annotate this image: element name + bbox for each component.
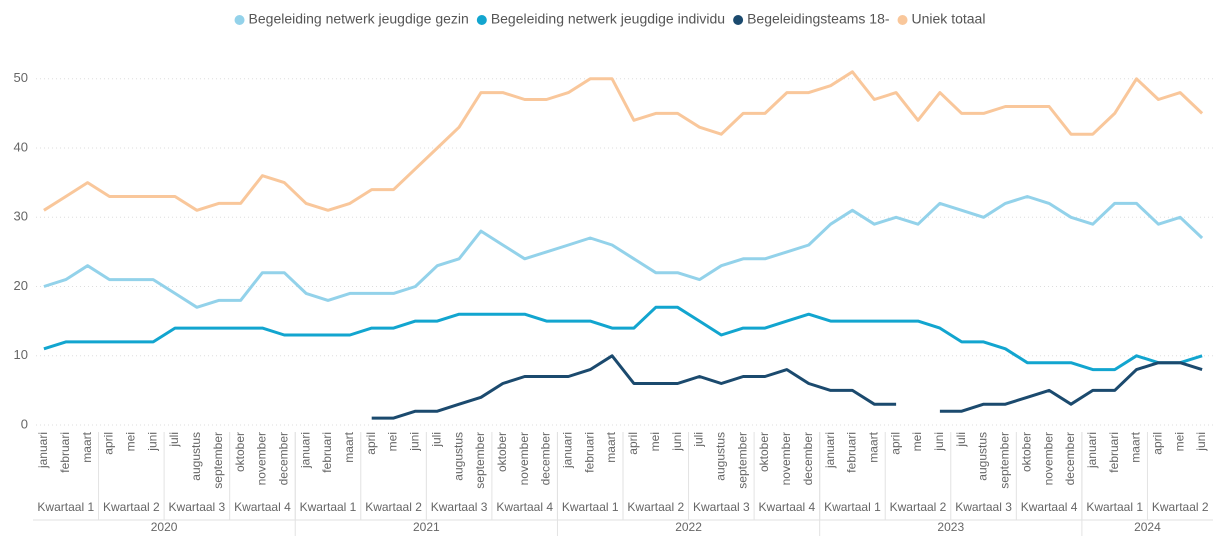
y-tick-label: 10 [14, 347, 28, 362]
x-tick-label: augustus [189, 432, 203, 481]
legend-label: Begeleiding netwerk jeugdige individu [491, 11, 725, 27]
quarters-label: Kwartaal 1 [824, 500, 881, 514]
x-tick-label: juli [429, 432, 443, 448]
x-tick-label: juni [145, 432, 159, 452]
x-tick-label: mei [386, 432, 400, 451]
y-tick-label: 20 [14, 278, 28, 293]
x-tick-label: juni [670, 432, 684, 452]
x-tick-label: januari [823, 432, 837, 469]
x-tick-label: november [1041, 432, 1055, 485]
legend-label: Begeleidingsteams 18- [747, 11, 890, 27]
x-tick-label: oktober [495, 432, 509, 472]
x-tick-label: maart [1129, 431, 1143, 462]
x-tick-label: augustus [451, 432, 465, 481]
quarters-label: Kwartaal 3 [169, 500, 226, 514]
x-tick-label: mei [1172, 432, 1186, 451]
x-tick-label: januari [36, 432, 50, 469]
quarters-label: Kwartaal 2 [890, 500, 947, 514]
quarters-label: Kwartaal 3 [955, 500, 1012, 514]
x-tick-label: februari [845, 432, 859, 473]
x-tick-label: december [276, 432, 290, 485]
x-tick-label: juli [954, 432, 968, 448]
quarters-label: Kwartaal 1 [1086, 500, 1143, 514]
y-tick-label: 40 [14, 139, 28, 154]
series-line [43, 195, 1204, 309]
x-tick-label: mei [910, 432, 924, 451]
x-tick-label: maart [604, 431, 618, 462]
quarters-label: Kwartaal 2 [1152, 500, 1209, 514]
x-tick-label: oktober [1019, 432, 1033, 472]
quarters-label: Kwartaal 4 [234, 500, 291, 514]
x-tick-label: december [801, 432, 815, 485]
x-tick-label: september [998, 432, 1012, 489]
x-tick-label: februari [1107, 432, 1121, 473]
x-tick-label: december [539, 432, 553, 485]
legend-label: Uniek totaal [912, 11, 986, 27]
legend-marker [897, 15, 908, 25]
x-tick-label: januari [1085, 432, 1099, 469]
x-tick-label: oktober [757, 432, 771, 472]
series-line [371, 354, 1203, 420]
x-tick-label: april [364, 432, 378, 455]
legend-label: Begeleiding netwerk jeugdige gezin [249, 11, 469, 27]
x-tick-label: december [1063, 432, 1077, 485]
y-tick-label: 30 [14, 209, 28, 224]
quarters-label: Kwartaal 3 [693, 500, 750, 514]
x-tick-label: januari [298, 432, 312, 469]
series-line [43, 70, 1204, 212]
x-tick-label: oktober [233, 432, 247, 472]
x-tick-label: juni [932, 432, 946, 452]
x-tick-label: september [473, 432, 487, 489]
x-tick-label: juli [167, 432, 181, 448]
x-tick-label: november [517, 432, 531, 485]
years-label: 2022 [675, 520, 702, 534]
quarters-label: Kwartaal 2 [365, 500, 422, 514]
x-tick-label: februari [320, 432, 334, 473]
years-label: 2021 [413, 520, 440, 534]
quarters-label: Kwartaal 1 [562, 500, 619, 514]
x-tick-label: september [211, 432, 225, 489]
quarters-label: Kwartaal 1 [300, 500, 357, 514]
x-tick-label: maart [80, 431, 94, 462]
x-tick-label: augustus [714, 432, 728, 481]
x-tick-label: mei [124, 432, 138, 451]
x-tick-label: maart [342, 431, 356, 462]
x-tick-label: juni [1194, 432, 1208, 452]
legend-marker [234, 15, 245, 25]
x-tick-label: september [735, 432, 749, 489]
years-label: 2024 [1134, 520, 1161, 534]
x-tick-label: februari [582, 432, 596, 473]
x-tick-label: augustus [976, 432, 990, 481]
quarters-label: Kwartaal 4 [1021, 500, 1078, 514]
x-tick-label: juli [692, 432, 706, 448]
x-tick-label: mei [648, 432, 662, 451]
x-tick-label: februari [58, 432, 72, 473]
x-tick-label: april [102, 432, 116, 455]
x-tick-label: april [626, 432, 640, 455]
x-tick-label: november [255, 432, 269, 485]
x-tick-label: april [888, 432, 902, 455]
y-tick-label: 0 [21, 416, 28, 431]
x-tick-label: november [779, 432, 793, 485]
quarters-label: Kwartaal 4 [496, 500, 553, 514]
x-tick-label: maart [866, 431, 880, 462]
x-tick-label: januari [561, 432, 575, 469]
x-tick-label: juni [408, 432, 422, 452]
series-line [43, 305, 1203, 372]
quarters-label: Kwartaal 4 [759, 500, 816, 514]
quarters-label: Kwartaal 2 [627, 500, 684, 514]
years-label: 2020 [151, 520, 178, 534]
quarters-label: Kwartaal 2 [103, 500, 160, 514]
quarters-label: Kwartaal 1 [37, 500, 94, 514]
quarters-label: Kwartaal 3 [431, 500, 488, 514]
legend-marker [476, 15, 487, 25]
y-tick-label: 50 [14, 70, 28, 85]
legend-marker [733, 15, 744, 25]
years-label: 2023 [937, 520, 964, 534]
x-tick-label: april [1151, 432, 1165, 455]
